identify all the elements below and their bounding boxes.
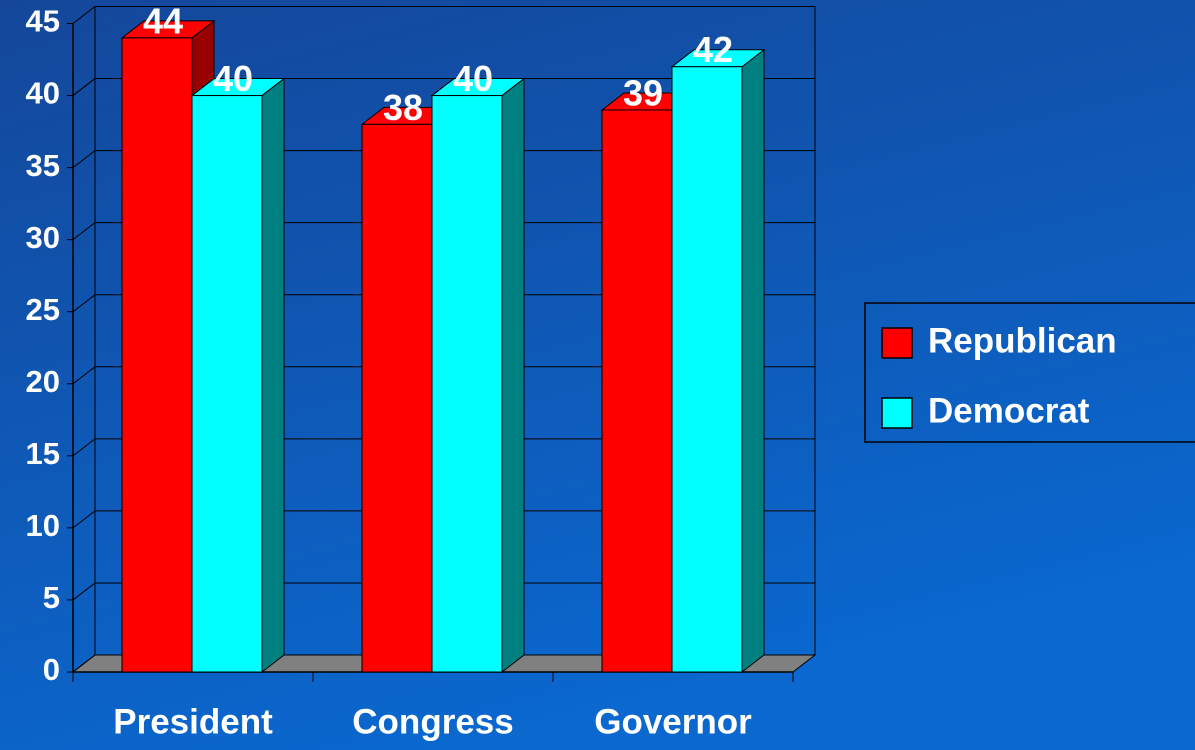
grid-line (72, 150, 815, 169)
grid-line (72, 438, 815, 457)
y-tick-label: 15 (26, 436, 60, 471)
bar (671, 66, 743, 673)
y-tick-label: 0 (43, 652, 60, 687)
y-tick-label: 35 (26, 148, 60, 183)
value-label: 40 (213, 58, 253, 99)
legend-label: Democrat (928, 391, 1090, 430)
grid-line (72, 6, 815, 24)
value-label: 38 (383, 87, 423, 128)
y-tick-label: 30 (26, 220, 60, 255)
x-tick-label: Governor (594, 702, 752, 741)
bar (121, 37, 193, 673)
bar (361, 123, 433, 673)
y-tick-label: 5 (43, 580, 60, 615)
bar-side (261, 77, 285, 674)
legend-swatch (881, 327, 913, 359)
bar (191, 95, 263, 673)
y-tick-label: 20 (26, 364, 60, 399)
y-tick-label: 45 (26, 4, 60, 39)
legend: Republican Democrat (864, 302, 1195, 443)
plot-area: 0 5 10 15 20 25 30 35 40 45 44 38 39 40 40 42 President C… (26, 0, 817, 741)
grid-line (72, 510, 815, 529)
grid-line (72, 294, 815, 313)
grid-line (72, 222, 815, 241)
y-tick-label: 25 (26, 292, 60, 327)
grid-line (72, 654, 815, 673)
bar-side (501, 77, 525, 674)
value-label: 42 (693, 29, 733, 70)
x-tick-label: Congress (352, 702, 513, 741)
legend-swatch (881, 397, 913, 429)
bar (431, 95, 503, 673)
value-label: 44 (143, 0, 183, 41)
bar (601, 109, 673, 673)
bar-side (741, 48, 765, 674)
value-label: 39 (623, 72, 663, 113)
x-tick-label: President (113, 702, 273, 741)
grid-line (72, 366, 815, 385)
legend-label: Republican (928, 321, 1117, 360)
legend-box (864, 302, 1195, 443)
y-tick-label: 10 (26, 508, 60, 543)
value-label: 40 (453, 58, 493, 99)
grid-line (72, 582, 815, 601)
grid-line (72, 78, 815, 96)
y-tick-label: 40 (26, 76, 60, 111)
